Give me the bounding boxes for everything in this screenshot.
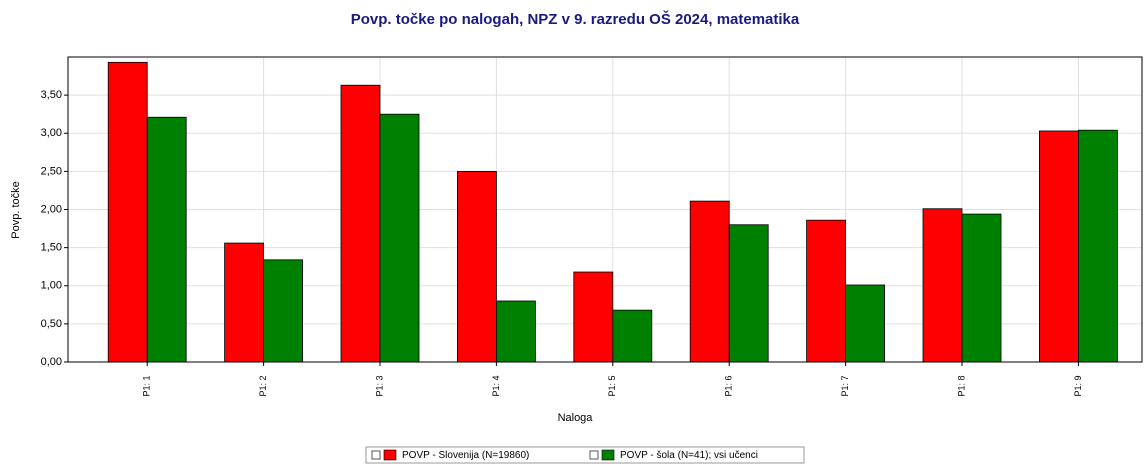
x-tick-label: P1: 3 [374,375,384,396]
y-tick-label: 3,00 [41,127,62,139]
bar [1078,129,1118,363]
bar [845,284,885,363]
legend: POVP - Slovenija (N=19860) POVP - šola (N… [365,446,805,464]
x-axis-label: Naloga [558,412,594,424]
x-tick-label: P1: 1 [142,375,152,396]
y-tick-label: 2,00 [41,203,62,215]
y-tick-label: 2,50 [41,165,62,177]
bar [107,61,148,363]
bar [728,224,769,363]
legend-swatch [601,449,615,461]
legend-checkbox [371,450,381,460]
y-axis-label: Povp. točke [10,181,22,238]
legend-label: POVP - Slovenija (N=19860) [402,450,529,461]
x-tick-label: P1: 2 [258,375,268,396]
y-tick-label: 0,50 [41,318,62,330]
bar [1039,130,1079,363]
bar [495,300,536,363]
legend-swatch [383,449,397,461]
x-tick-label: P1: 8 [956,375,966,396]
x-tick-label: P1: 7 [840,375,850,396]
bar [806,219,846,363]
bar [146,116,187,363]
bar [379,113,420,363]
bar [340,84,381,363]
chart-title: Povp. točke po nalogah, NPZ v 9. razredu… [351,10,800,28]
y-tick-label: 1,50 [41,242,62,254]
legend-checkbox [589,450,599,460]
plot-frame [67,56,1143,363]
y-tick-label: 3,50 [41,89,62,101]
bar [456,170,497,363]
x-tick-label: P1: 9 [1073,375,1083,396]
bar [961,213,1002,363]
bar [263,259,304,363]
bar [612,309,653,363]
legend-box [365,446,805,464]
bar [573,271,614,363]
legend-label: POVP - šola (N=41); vsi učenci [620,450,758,461]
y-tick-label: 1,00 [41,280,62,292]
x-tick-label: P1: 6 [724,375,734,396]
bar [922,208,963,363]
x-tick-label: P1: 5 [607,375,617,396]
bar [224,242,265,363]
x-tick-label: P1: 4 [491,375,501,396]
bar [689,200,730,363]
y-tick-label: 0,00 [41,356,62,368]
